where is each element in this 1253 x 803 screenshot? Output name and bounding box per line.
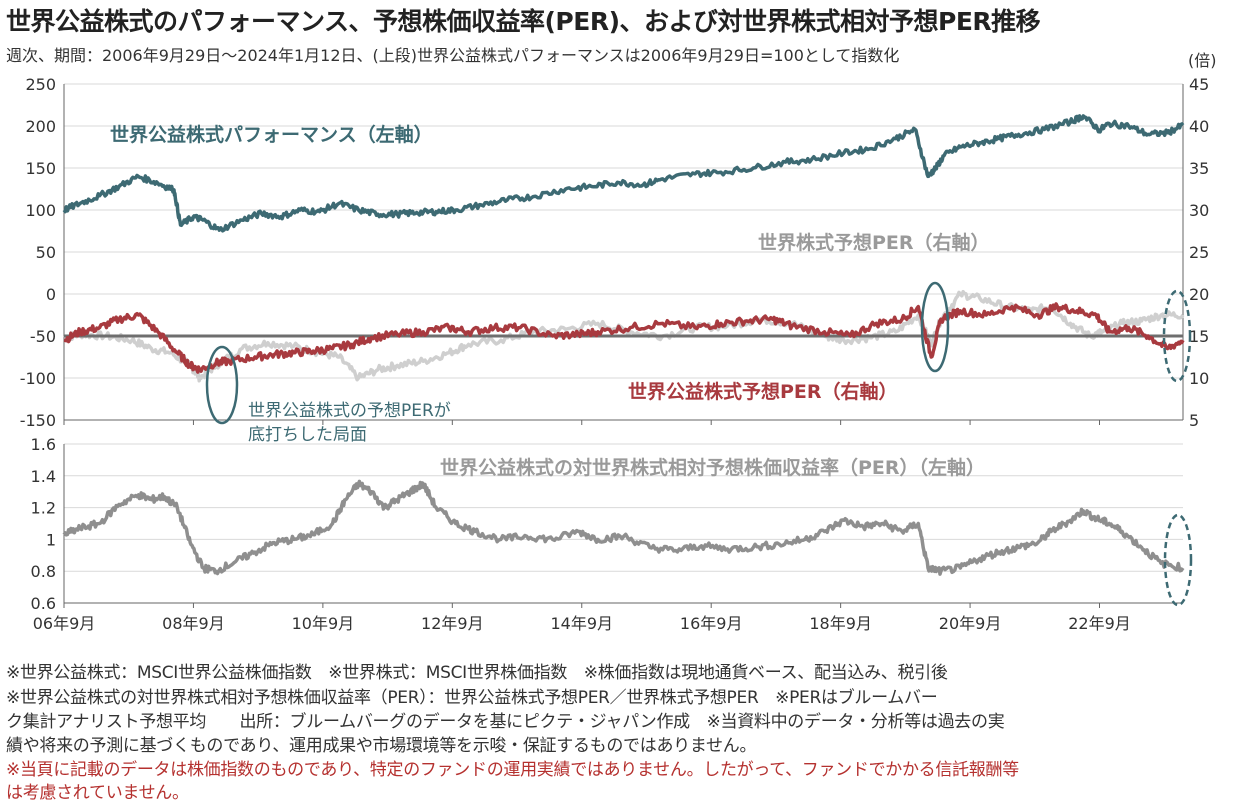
bottom-note-line2: 底打ちした局面 (248, 425, 367, 445)
tick-labels: 250200150100500-50-100-15045403530252015… (20, 75, 1210, 633)
lower-tick-label: 0.8 (31, 562, 56, 581)
performance-label: 世界公益株式パフォーマンス（左軸） (110, 123, 433, 146)
axes (63, 84, 1184, 608)
left-tick-label: -150 (20, 411, 56, 430)
left-tick-label: -100 (20, 369, 56, 388)
footnote-1: ※世界公益株式：MSCI世界公益株価指数 ※世界株式：MSCI世界株価指数 ※株… (6, 663, 948, 683)
right-tick-label: 40 (1189, 117, 1209, 136)
relative-label: 世界公益株式の対世界株式相対予想株価収益率（PER）（左軸） (440, 456, 985, 479)
bottom-ellipse-2008 (205, 345, 239, 425)
left-tick-label: 200 (25, 117, 56, 136)
x-tick-label: 18年9月 (809, 614, 872, 633)
left-tick-label: 50 (36, 243, 56, 262)
x-tick-label: 10年9月 (292, 614, 355, 633)
current-ellipse-lower (1163, 513, 1193, 607)
chart-subtitle: 週次、期間：2006年9月29日～2024年1月12日、(上段)世界公益株式パフ… (6, 46, 900, 65)
performance-line (62, 114, 1185, 233)
lower-tick-label: 1 (46, 530, 56, 549)
relative-per-line (62, 479, 1185, 576)
left-tick-label: 0 (46, 285, 56, 304)
bottom-ellipse-2020 (920, 281, 950, 373)
x-tick-label: 08年9月 (162, 614, 225, 633)
x-tick-label: 12年9月 (421, 614, 484, 633)
right-tick-label: 20 (1189, 285, 1209, 304)
footnote-5: ※当頁に記載のデータは株価指数のものであり、特定のファンドの運用実績ではありませ… (6, 760, 1019, 780)
x-tick-label: 14年9月 (550, 614, 613, 633)
right-axis-unit: (倍) (1188, 51, 1217, 70)
lower-tick-label: 1.6 (31, 435, 56, 454)
lower-tick-label: 1.4 (31, 467, 56, 486)
right-tick-label: 5 (1189, 411, 1199, 430)
chart-area: 250200150100500-50-100-15045403530252015… (20, 51, 1217, 633)
x-tick-label: 06年9月 (33, 614, 96, 633)
footnote-4: 績や将来の予測に基づくものであり、運用成果や市場環境等を示唆・保証するものではあ… (6, 736, 757, 756)
world-per-label: 世界株式予想PER（右軸） (758, 231, 990, 254)
left-tick-label: 250 (25, 75, 56, 94)
left-tick-label: -50 (30, 327, 56, 346)
footnote-2: ※世界公益株式の対世界株式相対予想株価収益率（PER）：世界公益株式予想PER／… (6, 688, 938, 708)
right-tick-label: 25 (1189, 243, 1209, 262)
footnote-3: ク集計アナリスト予想平均 出所：ブルームバーグのデータを基にピクテ・ジャパン作成… (6, 712, 1005, 732)
lower-tick-label: 1.2 (31, 499, 56, 518)
utility-per-line (63, 302, 1185, 374)
right-tick-label: 35 (1189, 159, 1209, 178)
series-lines (62, 114, 1185, 576)
x-tick-label: 20年9月 (939, 614, 1002, 633)
right-tick-label: 30 (1189, 201, 1209, 220)
chart-title: 世界公益株式のパフォーマンス、予想株価収益率(PER)、および対世界株式相対予想… (6, 7, 1041, 36)
current-ellipse-upper (1162, 289, 1192, 383)
right-tick-label: 15 (1189, 327, 1209, 346)
left-tick-label: 100 (25, 201, 56, 220)
bottom-note-line1: 世界公益株式の予想PERが (248, 401, 451, 421)
lower-tick-label: 0.6 (31, 594, 56, 613)
footnote-6: は考慮されていません。 (6, 783, 189, 803)
left-tick-label: 150 (25, 159, 56, 178)
right-tick-label: 45 (1189, 75, 1209, 94)
x-tick-label: 16年9月 (680, 614, 743, 633)
right-tick-label: 10 (1189, 369, 1209, 388)
x-tick-label: 22年9月 (1068, 614, 1131, 633)
utility-per-label: 世界公益株式予想PER（右軸） (628, 380, 898, 403)
